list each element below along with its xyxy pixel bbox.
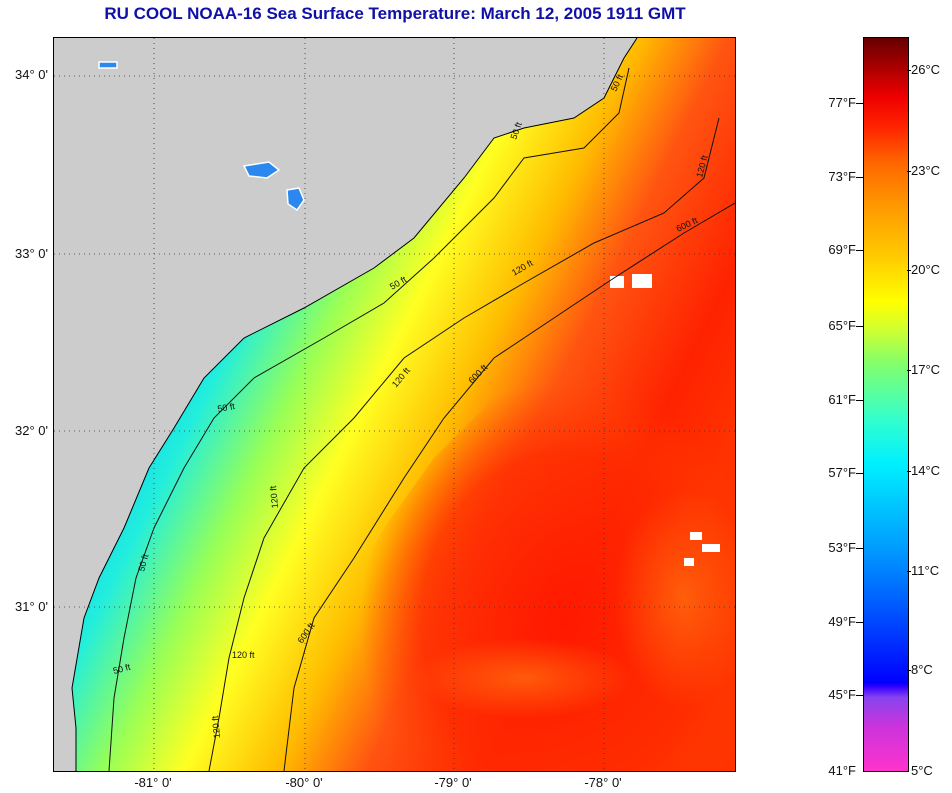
colorbar-label-73f: 73°F: [828, 169, 856, 184]
contour-600ft: [283, 202, 735, 771]
latitude-label-33: 33° 0': [15, 246, 48, 261]
colorbar-label-45f: 45°F: [828, 687, 856, 702]
colorbar-tick-8c: [907, 670, 911, 671]
colorbar-tick-26c: [907, 70, 911, 71]
coastline: [71, 38, 638, 771]
colorbar-label-26c: 26°C: [911, 62, 941, 77]
longitude-label-78: -78° 0': [584, 775, 622, 790]
colorbar-label-11c: 11°C: [911, 563, 940, 578]
longitude-label-81: -81° 0': [134, 775, 172, 790]
colorbar-label-23c: 23°C: [911, 163, 941, 178]
sea-surface-temperature-map: 50 ft 50 ft 50 ft 50 ft 50 ft 50 ft 120 …: [53, 37, 736, 772]
cloud-patch: [690, 532, 702, 540]
latitude-label-31: 31° 0': [15, 599, 48, 614]
map-title: RU COOL NOAA-16 Sea Surface Temperature:…: [104, 4, 686, 23]
colorbar-label-77f: 77°F: [828, 95, 856, 110]
warm-filament: [414, 638, 634, 718]
colorbar-label-20c: 20°C: [911, 262, 941, 277]
inland-lake: [98, 61, 118, 69]
latitude-label-32: 32° 0': [15, 423, 48, 438]
contour-label-50ft: 50 ft: [217, 401, 236, 414]
colorbar-tick-11c: [907, 571, 911, 572]
cloud-patch: [684, 558, 694, 566]
longitude-label-79: -79° 0': [434, 775, 472, 790]
colorbar-label-61f: 61°F: [828, 392, 856, 407]
colorbar-tick-20c: [907, 270, 911, 271]
warm-eddy: [614, 488, 735, 708]
temperature-colorbar: [863, 37, 909, 772]
colorbar-tick-57f: [856, 473, 863, 474]
latitude-label-34: 34° 0': [15, 67, 48, 82]
colorbar-tick-69f: [856, 250, 863, 251]
colorbar-tick-65f: [856, 326, 863, 327]
map-canvas: 50 ft 50 ft 50 ft 50 ft 50 ft 50 ft 120 …: [54, 38, 735, 771]
colorbar-label-49f: 49°F: [828, 614, 856, 629]
colorbar-tick-14c: [907, 471, 911, 472]
colorbar-label-65f: 65°F: [828, 318, 856, 333]
contour-label-50ft: 50 ft: [136, 553, 150, 573]
colorbar-tick-77f: [856, 103, 863, 104]
contour-label-120ft: 120 ft: [210, 715, 222, 739]
colorbar-label-53f: 53°F: [828, 540, 856, 555]
colorbar-label-41f: 41°F: [828, 763, 856, 778]
contour-label-120ft: 120 ft: [232, 650, 255, 660]
colorbar-tick-17c: [907, 370, 911, 371]
colorbar-label-8c: 8°C: [911, 662, 933, 677]
colorbar-tick-23c: [907, 171, 911, 172]
inland-lake: [286, 187, 305, 212]
longitude-label-80: -80° 0': [285, 775, 323, 790]
contour-label-50ft: 50 ft: [112, 662, 132, 676]
cloud-patch: [610, 276, 624, 288]
contour-50ft: [108, 67, 630, 771]
colorbar-label-17c: 17°C: [911, 362, 941, 377]
colorbar-label-5c: 5°C: [911, 763, 933, 778]
cloud-patch: [702, 544, 720, 552]
colorbar-label-69f: 69°F: [828, 242, 856, 257]
colorbar-tick-49f: [856, 622, 863, 623]
colorbar-tick-45f: [856, 695, 863, 696]
colorbar-tick-61f: [856, 400, 863, 401]
colorbar-label-14c: 14°C: [911, 463, 941, 478]
cloud-patch: [632, 274, 652, 288]
inland-lake: [242, 161, 281, 179]
colorbar-label-57f: 57°F: [828, 465, 856, 480]
colorbar-tick-73f: [856, 177, 863, 178]
contour-120ft: [208, 117, 720, 771]
colorbar-tick-53f: [856, 548, 863, 549]
contour-label-120ft: 120 ft: [268, 485, 280, 509]
